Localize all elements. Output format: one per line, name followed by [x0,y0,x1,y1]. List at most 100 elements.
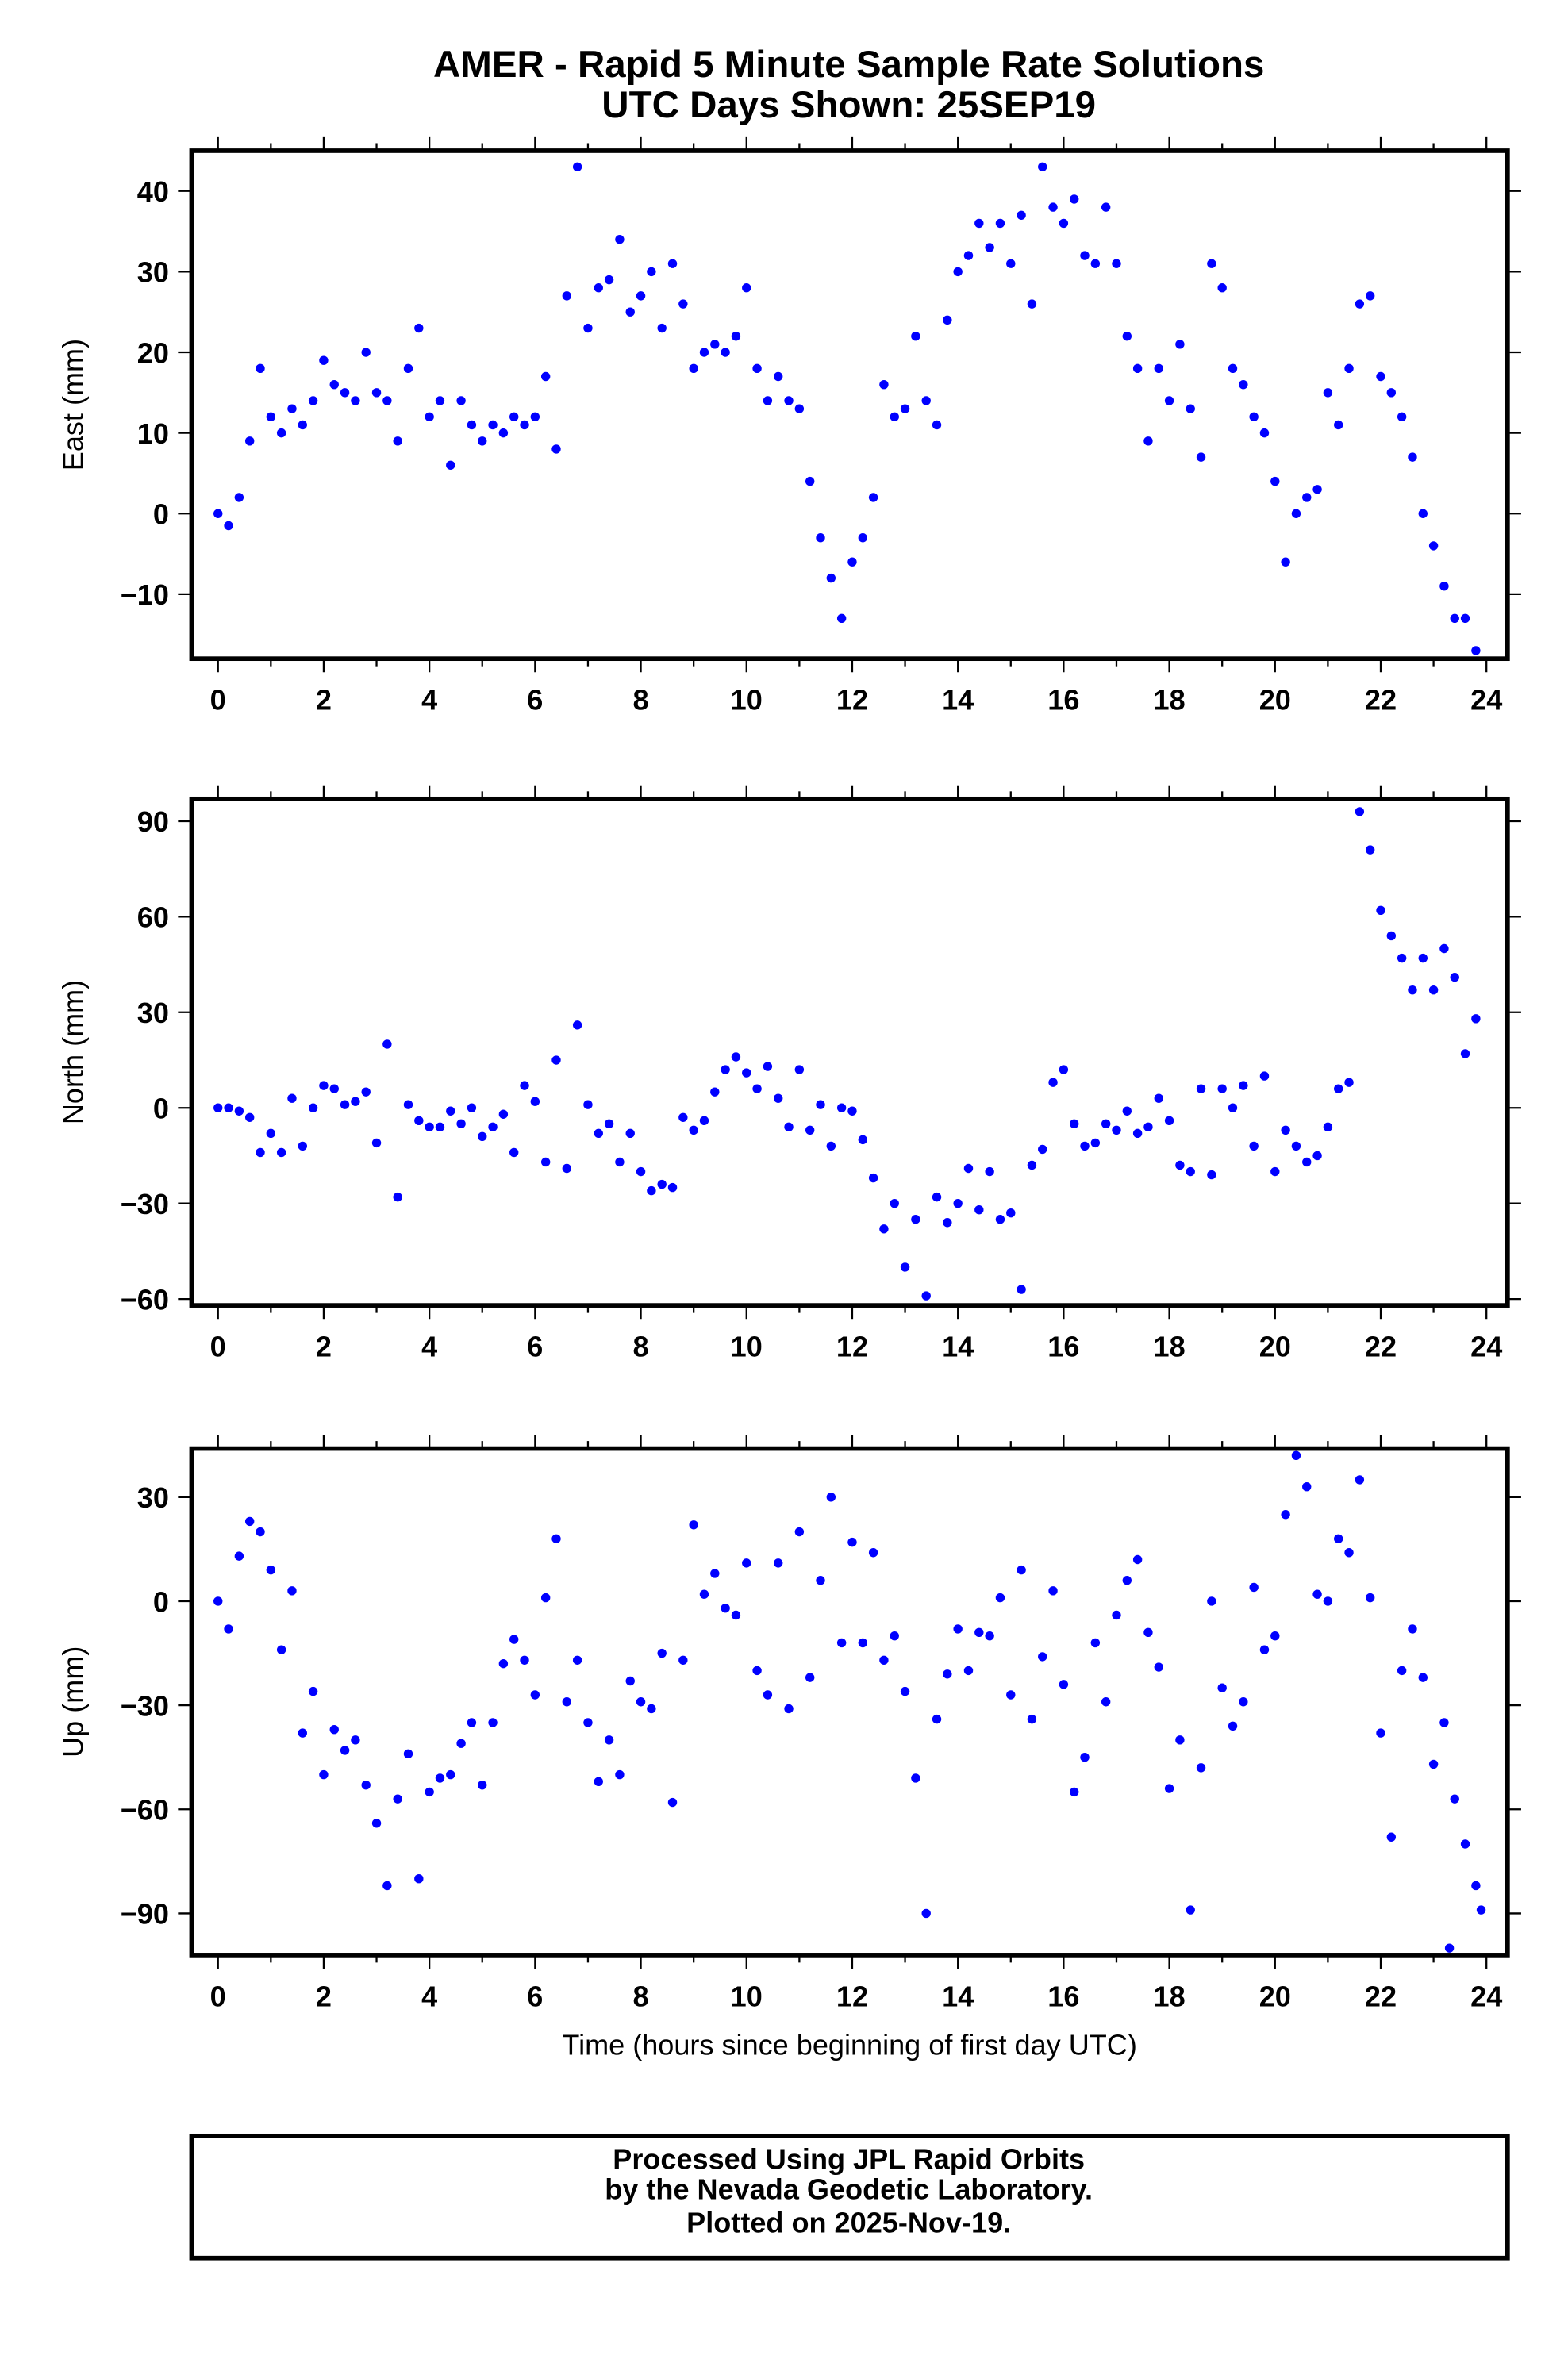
data-point [1101,1119,1111,1129]
data-point [647,267,656,277]
data-point [932,1192,942,1202]
data-point [213,509,223,518]
data-point [319,1769,329,1780]
x-tick-label: 0 [210,684,226,717]
data-point [1281,557,1290,567]
data-point [1239,1081,1248,1090]
data-point [1196,1763,1206,1773]
data-point [604,1119,614,1129]
data-point [1186,1905,1195,1915]
data-point [234,1551,244,1561]
data-point [1397,953,1407,963]
data-point [414,323,424,333]
data-point [340,1100,350,1109]
data-point [826,1141,836,1151]
data-point [890,1631,899,1641]
data-point [836,1638,847,1648]
y-tick-label: −60 [121,1794,169,1827]
data-point [742,283,751,293]
data-point [625,1128,635,1139]
data-point [467,1103,477,1112]
chart-title: AMER - Rapid 5 Minute Sample Rate Soluti… [433,44,1264,86]
data-point [836,613,847,624]
data-point [805,1673,815,1682]
data-point [1476,1905,1486,1915]
data-point [520,1655,529,1665]
data-point [1122,331,1132,341]
data-point [509,1147,519,1158]
x-tick-label: 12 [836,1980,868,2012]
data-point [1217,1084,1227,1093]
data-point [403,1100,413,1109]
y-tick-label: 0 [153,1585,169,1618]
data-point [583,1718,593,1727]
data-point [572,162,582,171]
data-point [266,1128,276,1139]
data-point [1259,1645,1270,1654]
data-point [456,1119,466,1129]
chart-subtitle: UTC Days Shown: 25SEP19 [601,84,1096,126]
data-point [1408,1624,1417,1634]
data-point [1344,363,1354,374]
x-tick-label: 12 [836,1331,868,1363]
data-point [382,1039,392,1049]
data-point [1239,1697,1248,1707]
data-point [520,1081,529,1090]
data-point [1302,1157,1312,1167]
data-point [1270,476,1280,486]
data-point [298,1141,307,1151]
data-point [361,1780,371,1790]
data-point [721,1065,730,1074]
data-point [774,1093,783,1103]
data-point [224,1624,233,1634]
data-point [1460,613,1470,624]
x-tick-label: 12 [836,684,868,717]
data-point [1112,1125,1121,1135]
data-point [943,1218,952,1228]
data-point [774,1558,783,1568]
data-point [256,363,265,374]
data-point [689,1125,698,1135]
data-point [393,436,402,446]
data-point [1143,1122,1153,1132]
data-point [594,1777,603,1786]
data-point [467,1718,477,1727]
data-point [351,1735,360,1745]
footer-line-3: Plotted on 2025-Nov-19. [686,2206,1011,2238]
data-point [1281,1125,1290,1135]
data-point [1376,1728,1385,1738]
data-point [678,1655,688,1665]
data-point [1006,1690,1016,1700]
data-point [319,355,329,365]
data-point [900,1686,910,1696]
data-point [1418,509,1428,518]
data-point [340,388,350,398]
y-tick-label: −90 [121,1898,169,1931]
y-axis-label: North (mm) [57,980,90,1124]
data-point [425,1122,434,1132]
data-point [995,218,1005,229]
data-point [932,1714,942,1724]
data-point [1207,1596,1216,1606]
x-tick-label: 2 [316,1980,332,2012]
data-point [1175,1160,1185,1170]
x-tick-label: 20 [1259,684,1291,717]
data-point [244,1516,255,1527]
data-point [1312,485,1322,494]
data-point [784,396,794,405]
data-point [826,573,836,583]
data-point [540,371,551,382]
data-point [1428,985,1439,995]
plot-frame [189,1446,1510,1958]
y-tick-label: 0 [153,498,169,531]
data-point [689,363,698,374]
x-tick-label: 6 [527,1980,543,2012]
data-point [530,1690,540,1700]
data-point [244,1112,255,1122]
data-point [1291,1450,1301,1461]
data-point [1259,428,1270,438]
data-point [244,436,255,446]
data-point [647,1704,656,1714]
data-point [1175,1735,1185,1745]
data-point [963,251,974,260]
